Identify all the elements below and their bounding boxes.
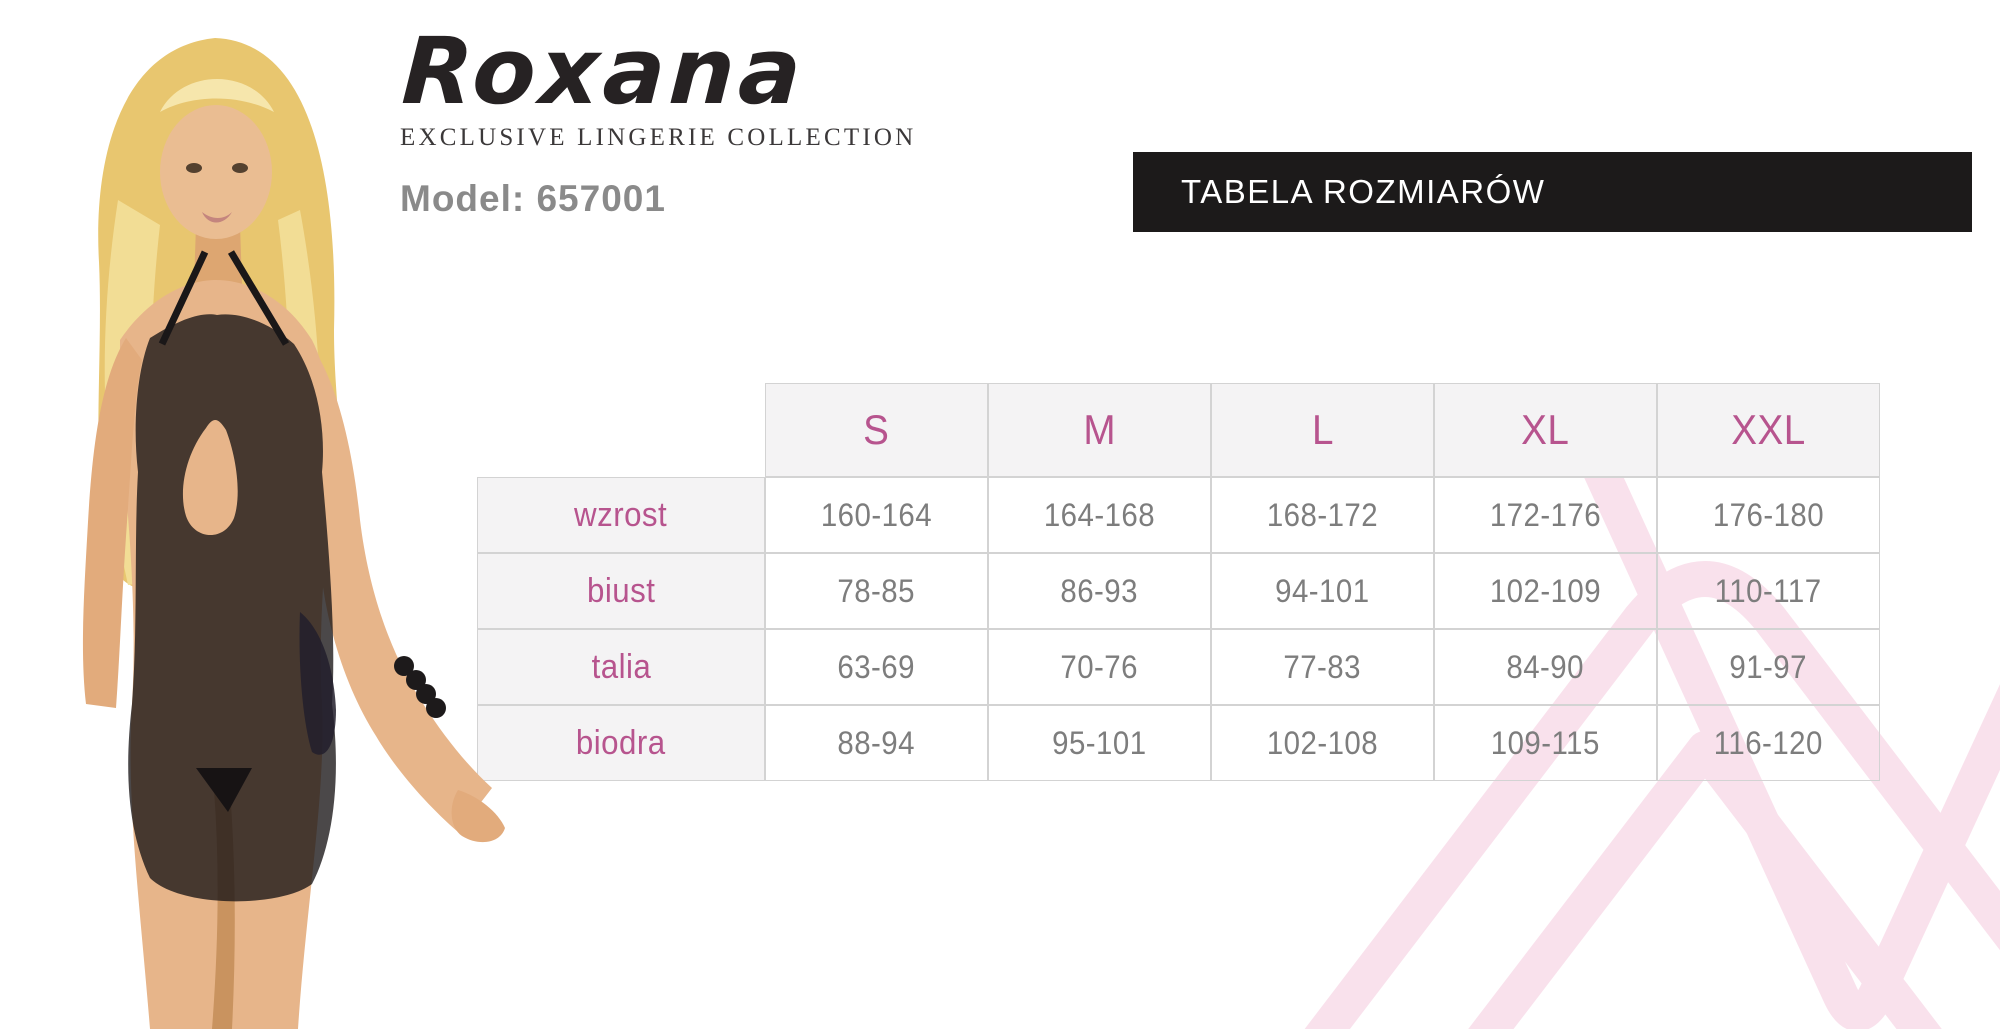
cell-talia-xxl: 91-97 xyxy=(1657,629,1880,705)
row-label-wzrost: wzrost xyxy=(477,477,765,553)
cell-talia-m: 70-76 xyxy=(988,629,1211,705)
cell-wzrost-l: 168-172 xyxy=(1211,477,1434,553)
cell-talia-xl: 84-90 xyxy=(1434,629,1657,705)
cell-wzrost-xxl: 176-180 xyxy=(1657,477,1880,553)
size-column-header-xl: XL xyxy=(1434,383,1657,477)
cell-wzrost-xl: 172-176 xyxy=(1434,477,1657,553)
model-photo xyxy=(82,38,505,1029)
cell-biust-m: 86-93 xyxy=(988,553,1211,629)
brand-watermark-icon xyxy=(1304,451,2000,1029)
row-label-biodra: biodra xyxy=(477,705,765,781)
size-table: S M L XL XXL wzrost 160-164 164-168 168-172 172-1… xyxy=(477,383,1880,781)
brand-block: Roxana EXCLUSIVE LINGERIE COLLECTION Mod… xyxy=(400,18,917,220)
banner-title: TABELA ROZMIARÓW xyxy=(1181,173,1546,210)
size-column-header-xxl: XXL xyxy=(1657,383,1880,477)
table-corner-spacer xyxy=(477,383,765,477)
cell-biodra-xl: 109-115 xyxy=(1434,705,1657,781)
cell-biust-xl: 102-109 xyxy=(1434,553,1657,629)
cell-biust-l: 94-101 xyxy=(1211,553,1434,629)
cell-talia-s: 63-69 xyxy=(765,629,988,705)
cell-biust-xxl: 110-117 xyxy=(1657,553,1880,629)
size-column-header-l: L xyxy=(1211,383,1434,477)
cell-biodra-xxl: 116-120 xyxy=(1657,705,1880,781)
brand-tagline: EXCLUSIVE LINGERIE COLLECTION xyxy=(400,124,917,151)
brand-logo: Roxana xyxy=(399,18,808,125)
size-chart-banner: TABELA ROZMIARÓW xyxy=(1133,152,1972,232)
size-column-header-s: S xyxy=(765,383,988,477)
cell-biodra-s: 88-94 xyxy=(765,705,988,781)
cell-biodra-l: 102-108 xyxy=(1211,705,1434,781)
model-number: Model: 657001 xyxy=(400,178,666,219)
cell-biodra-m: 95-101 xyxy=(988,705,1211,781)
cell-wzrost-m: 164-168 xyxy=(988,477,1211,553)
cell-biust-s: 78-85 xyxy=(765,553,988,629)
row-label-talia: talia xyxy=(477,629,765,705)
cell-talia-l: 77-83 xyxy=(1211,629,1434,705)
size-column-header-m: M xyxy=(988,383,1211,477)
cell-wzrost-s: 160-164 xyxy=(765,477,988,553)
row-label-biust: biust xyxy=(477,553,765,629)
